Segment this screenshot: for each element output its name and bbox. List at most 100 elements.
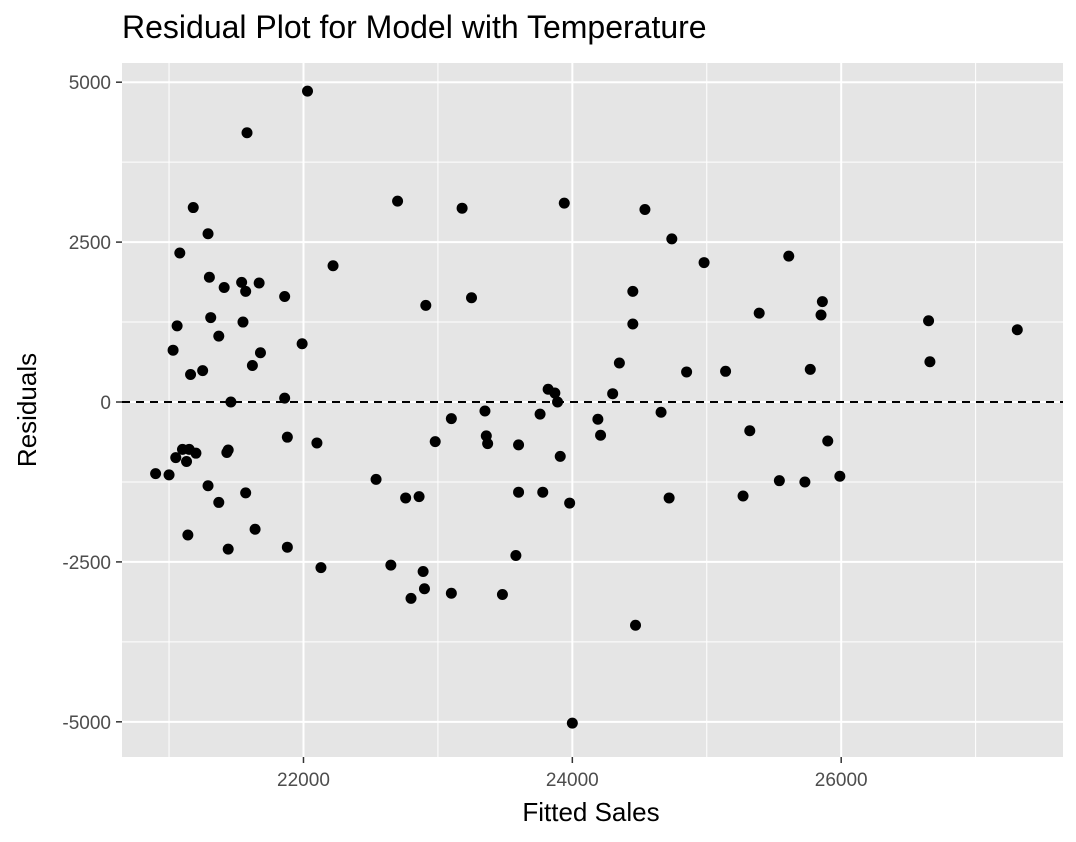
data-point <box>420 299 432 311</box>
data-point <box>190 447 202 459</box>
data-point <box>202 228 214 240</box>
data-point <box>163 469 175 481</box>
data-point <box>822 435 834 447</box>
data-point <box>783 250 795 262</box>
data-point <box>254 347 266 359</box>
plot-panel <box>122 63 1063 757</box>
data-point <box>663 492 675 504</box>
data-point <box>456 202 468 214</box>
data-point <box>607 388 619 400</box>
data-point <box>197 365 209 377</box>
data-point <box>311 437 323 449</box>
data-point <box>429 436 441 448</box>
data-point <box>681 366 693 378</box>
data-point <box>479 405 491 417</box>
data-point <box>418 583 430 595</box>
data-point <box>385 559 397 571</box>
data-point <box>213 496 225 508</box>
data-point <box>513 439 525 451</box>
data-point <box>924 356 936 368</box>
data-point <box>639 203 651 215</box>
data-point <box>816 296 828 308</box>
data-point <box>799 476 811 488</box>
data-point <box>627 318 639 330</box>
data-point <box>549 387 561 399</box>
data-point <box>240 285 252 297</box>
data-point <box>744 425 756 437</box>
y-tick-label: -5000 <box>62 713 111 734</box>
data-point <box>281 431 293 443</box>
data-point <box>552 396 564 408</box>
data-point <box>187 202 199 214</box>
data-point <box>241 127 253 139</box>
data-point <box>655 406 667 418</box>
data-point <box>405 592 417 604</box>
data-point <box>171 320 183 332</box>
data-point <box>554 450 566 462</box>
data-point <box>246 360 258 372</box>
data-point <box>923 315 935 327</box>
x-axis-title: Fitted Sales <box>522 797 659 827</box>
data-point <box>236 276 248 288</box>
data-point <box>815 309 827 321</box>
data-point <box>370 473 382 485</box>
data-point <box>222 444 234 456</box>
y-axis-title: Residuals <box>12 353 42 467</box>
data-point <box>720 365 732 377</box>
data-point <box>279 290 291 302</box>
data-point <box>737 490 749 502</box>
data-point <box>222 543 234 555</box>
data-point <box>218 282 230 294</box>
data-point <box>630 619 642 631</box>
data-point <box>627 285 639 297</box>
data-point <box>150 468 162 480</box>
x-tick-label: 26000 <box>815 770 868 791</box>
data-point <box>182 529 194 541</box>
data-point <box>205 312 217 324</box>
data-point <box>566 717 578 729</box>
x-tick-label: 24000 <box>546 770 599 791</box>
data-point <box>445 587 457 599</box>
y-tick-label: 2500 <box>69 233 111 254</box>
data-point <box>253 277 265 289</box>
data-point <box>237 316 249 328</box>
minor-gridlines <box>122 63 1063 757</box>
data-point <box>698 257 710 269</box>
data-point <box>170 452 182 464</box>
data-point <box>413 491 425 503</box>
data-point <box>225 396 237 408</box>
data-point <box>279 392 291 404</box>
data-point <box>202 480 214 492</box>
data-point <box>753 307 765 319</box>
data-point <box>249 523 261 535</box>
data-point <box>203 271 215 283</box>
data-point <box>510 550 522 562</box>
data-point <box>534 408 546 420</box>
data-point <box>537 486 549 498</box>
data-point <box>496 589 508 601</box>
y-tick-label: -2500 <box>62 553 111 574</box>
data-point <box>564 497 576 509</box>
data-point <box>296 338 308 350</box>
data-points <box>150 85 1023 729</box>
data-point <box>773 475 785 487</box>
data-point <box>185 369 197 381</box>
data-point <box>513 486 525 498</box>
data-point <box>595 429 607 441</box>
data-point <box>181 455 193 467</box>
data-point <box>281 541 293 553</box>
data-point <box>315 562 327 574</box>
data-point <box>613 357 625 369</box>
data-point <box>804 363 816 375</box>
data-point <box>834 470 846 482</box>
data-point <box>213 330 225 342</box>
data-point <box>466 292 478 304</box>
data-point <box>445 413 457 425</box>
data-point <box>327 260 339 272</box>
data-point <box>174 247 186 259</box>
data-point <box>1011 324 1023 336</box>
data-point <box>666 233 678 245</box>
data-point <box>400 492 412 504</box>
